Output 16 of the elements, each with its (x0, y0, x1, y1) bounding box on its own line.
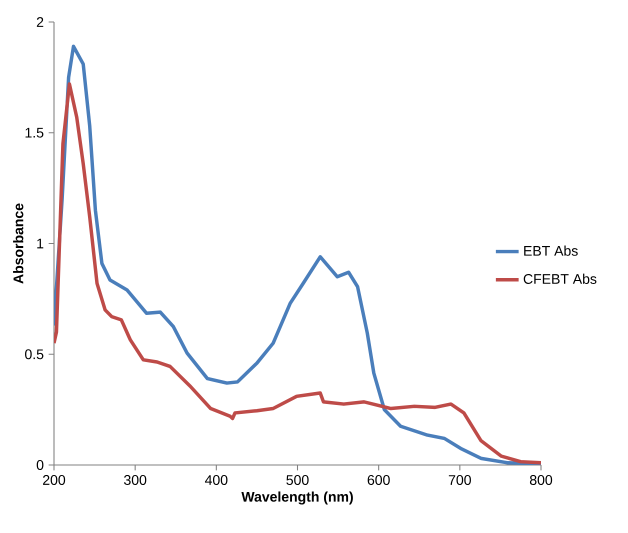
y-tick-label: 0 (36, 460, 44, 470)
x-tick-label: 700 (448, 475, 471, 485)
x-tick-label: 600 (368, 475, 390, 485)
x-tick-label: 300 (124, 475, 146, 485)
x-tick-label: 400 (204, 475, 228, 485)
x-tick-label: 500 (286, 475, 309, 485)
y-tick-label: 0.5 (25, 349, 44, 360)
y-tick-label: 2 (36, 17, 44, 27)
y-axis-title: Absorbance (13, 204, 24, 284)
x-axis-title: Wavelength (nm) (241, 491, 353, 505)
y-tick-label: 1 (37, 238, 44, 248)
legend-label: CFEBT Abs (524, 274, 596, 284)
legend-label: EBT Abs (524, 246, 578, 256)
x-tick-label: 200 (43, 475, 66, 485)
y-tick-label: 1.5 (26, 128, 44, 138)
x-tick-label: 800 (530, 475, 552, 485)
